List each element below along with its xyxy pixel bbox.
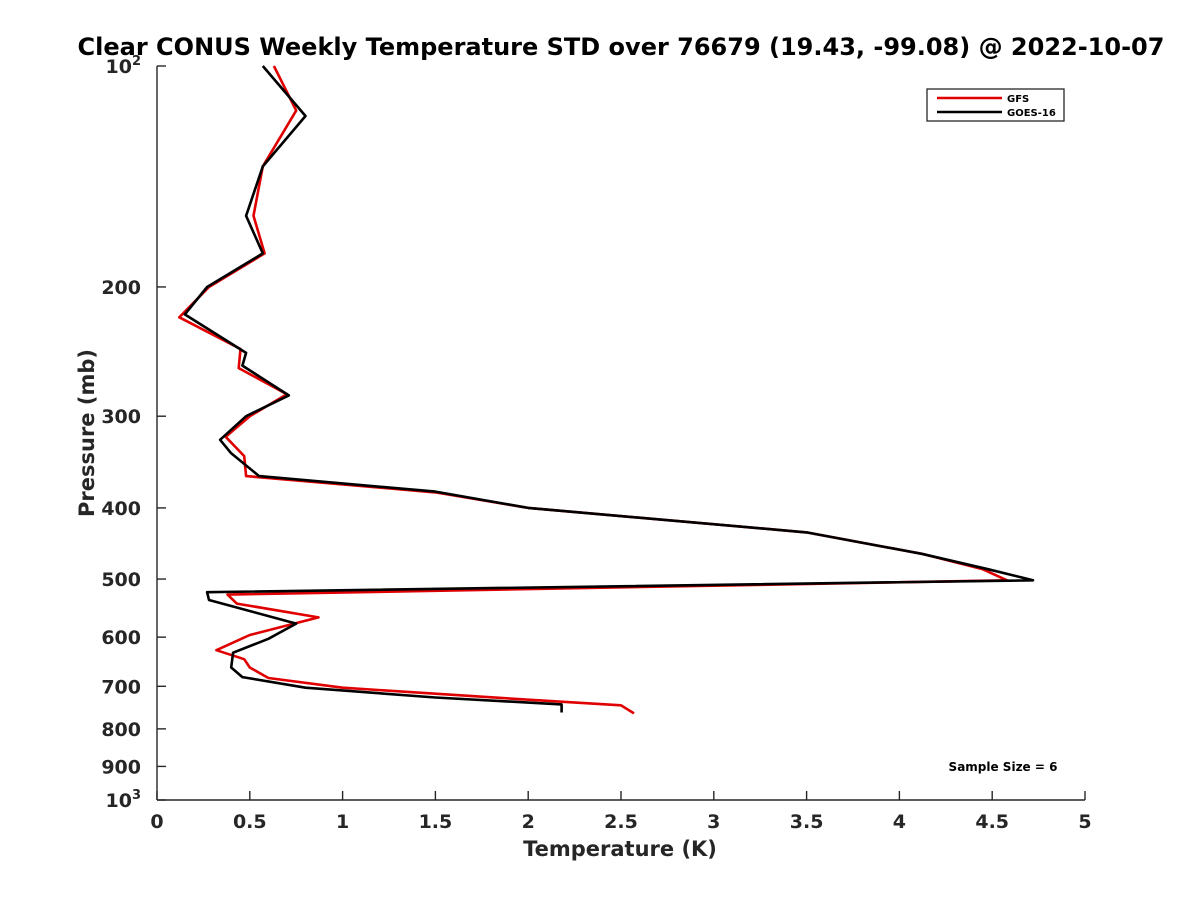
x-tick-label: 4.5 [975,811,1009,833]
x-tick-label: 5 [1078,811,1091,833]
x-tick-label: 0 [150,811,163,833]
x-tick-label: 1.5 [419,811,453,833]
x-tick-label: 2 [522,811,535,833]
x-tick-label: 0.5 [233,811,267,833]
y-tick-label: 900 [101,756,141,778]
y-tick-label: 700 [101,676,141,698]
y-tick-label: 600 [101,627,141,649]
legend-label: GOES-16 [1007,108,1056,119]
axes: 0 0.5 1 1.5 2 2.5 3 3.5 4 4.5 5 102 200 300 400 500 600 7… [101,54,1091,833]
y-tick-label: 800 [101,719,141,741]
x-tick-label: 2.5 [604,811,638,833]
legend-label: GFS [1007,94,1029,105]
y-tick-label: 200 [101,277,141,299]
y-axis-label: Pressure (mb) [75,349,99,517]
plot-lines [178,65,1035,715]
x-tick-label: 1 [336,811,349,833]
x-tick-label: 4 [893,811,906,833]
y-tick-label: 500 [101,569,141,591]
y-tick-label: 102 [106,54,142,78]
x-axis-label: Temperature (K) [523,837,717,861]
chart-title: Clear CONUS Weekly Temperature STD over … [78,33,1165,61]
y-tick-label: 103 [106,788,142,812]
series-line-1 [178,65,1009,715]
sample-size-annotation: Sample Size = 6 [949,760,1058,774]
y-tick-label: 400 [101,498,141,520]
legend: GFS GOES-16 [926,88,1065,122]
x-tick-label: 3 [707,811,720,833]
legend-box [926,88,1065,122]
y-tick-label: 300 [101,406,141,428]
x-tick-label: 3.5 [790,811,824,833]
series-line-2 [183,65,1035,713]
